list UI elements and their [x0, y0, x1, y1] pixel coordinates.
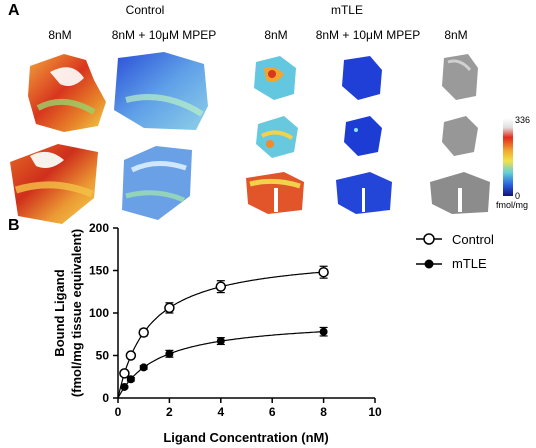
- mtle-8nm-slice-1: [254, 56, 296, 100]
- control-mpep-slice-1: [114, 52, 208, 130]
- mtle-mpep-slice-3: [336, 172, 392, 214]
- control-col-8nm: 8nM: [48, 28, 72, 42]
- data-point-control: [215, 281, 227, 292]
- y-tick-label: 150: [89, 264, 109, 278]
- control-8nm-slice-2: [10, 144, 98, 224]
- data-point-control: [318, 266, 329, 278]
- mtle-col-8nm: 8nM: [264, 28, 288, 42]
- data-point-mtle: [216, 337, 225, 346]
- mtle-grayscale-slice-3: [430, 172, 490, 214]
- data-point-control: [138, 327, 149, 338]
- panel-b-label: B: [8, 217, 20, 234]
- data-point-mtle: [319, 327, 328, 336]
- y-axis-subtitle: (fmol/mg tissue equivalent): [69, 229, 84, 397]
- y-axis-title: Bound Ligand: [52, 269, 67, 356]
- panel-a-label: A: [8, 2, 20, 19]
- y-tick-label: 0: [102, 391, 109, 405]
- data-marks: [119, 265, 329, 391]
- mtle-col-mpep: 8nM + 10μM MPEP: [315, 28, 421, 42]
- x-tick-label: 10: [368, 405, 382, 419]
- data-point-mtle: [126, 375, 135, 384]
- mtle-grayscale-slice-1: [442, 54, 478, 100]
- mtle-col-8nm-grayscale: 8nM: [444, 28, 468, 42]
- control-col-mpep: 8nM + 10μM MPEP: [111, 28, 217, 42]
- data-point-control: [164, 302, 175, 314]
- control-8nm-slice-1: [28, 54, 106, 132]
- colorbar-max-label: 336: [515, 115, 531, 125]
- colorbar-min-label: 0: [515, 191, 521, 201]
- data-point-mtle: [139, 363, 148, 372]
- y-tick-label: 100: [89, 306, 109, 320]
- mtle-mpep-slice-1: [342, 56, 382, 100]
- mtle-mpep-slice-2: [344, 116, 382, 156]
- data-point-control: [119, 368, 130, 379]
- data-point-mtle: [165, 349, 174, 358]
- mtle-group-title: mTLE: [330, 3, 363, 17]
- data-point-mtle: [120, 382, 129, 391]
- legend-mtle-marker: [416, 259, 442, 269]
- y-tick-label: 200: [89, 221, 109, 235]
- colorbar-unit-label: fmol/mg: [496, 200, 529, 210]
- x-tick-label: 6: [269, 405, 276, 419]
- x-tick-label: 4: [217, 405, 224, 419]
- x-tick-label: 0: [115, 405, 122, 419]
- mtle-grayscale-slice-2: [442, 116, 478, 156]
- legend-control-marker: [416, 233, 442, 245]
- x-axis-title: Ligand Concentration (nM): [163, 430, 328, 445]
- legend-control-label: Control: [452, 232, 494, 247]
- legend-mtle-label: mTLE: [452, 256, 487, 271]
- x-tick-label: 2: [166, 405, 173, 419]
- control-mpep-slice-2: [122, 146, 192, 220]
- colorbar: [503, 118, 513, 196]
- mtle-8nm-slice-2: [256, 116, 298, 158]
- data-point-control: [125, 350, 137, 361]
- y-tick-label: 50: [96, 349, 110, 363]
- mtle-8nm-slice-3: [246, 172, 304, 214]
- x-tick-label: 8: [320, 405, 327, 419]
- control-group-title: Control: [125, 3, 165, 17]
